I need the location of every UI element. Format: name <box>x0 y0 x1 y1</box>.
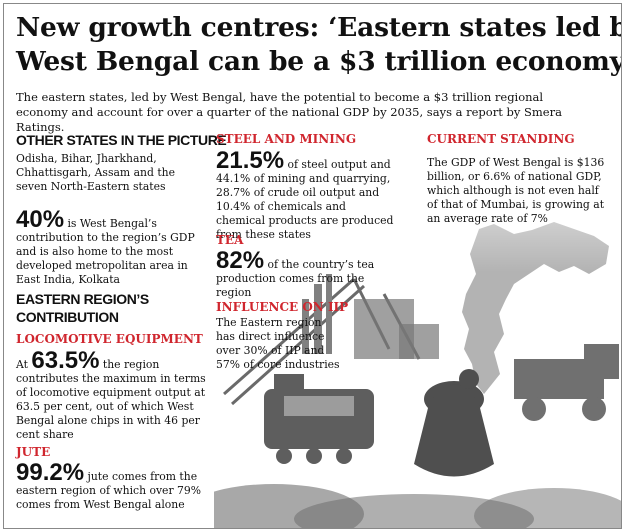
headline-line-1: New growth centres: ‘Eastern states led … <box>16 12 622 43</box>
locomotive-text: At 63.5% the region contributes the maxi… <box>16 347 206 442</box>
eastern-region-heading-line-1: EASTERN REGION’S <box>16 291 149 307</box>
other-states-text: Odisha, Bihar, Jharkhand, Chhattisgarh, … <box>16 152 176 193</box>
jute-body: jute comes from the eastern region of wh… <box>16 470 202 511</box>
current-standing-text: The GDP of West Bengal is $136 billion, … <box>427 156 605 225</box>
infographic-panel: New growth centres: ‘Eastern states led … <box>3 3 622 529</box>
jute-heading: JUTE <box>16 445 51 459</box>
stat-63-5-percent: 63.5% <box>31 347 100 374</box>
deck-text: The eastern states, led by West Bengal, … <box>16 90 562 134</box>
iip-text: The Eastern region has direct influence … <box>216 316 340 371</box>
west-bengal-gdp-share: 40% is West Bengal’s contribution to the… <box>16 206 206 287</box>
other-states-heading: OTHER STATES IN THE PICTURE <box>16 132 227 148</box>
tea-heading: TEA <box>216 233 244 247</box>
steel-mining-body: of steel output and 44.1% of mining and … <box>216 158 394 241</box>
stat-99-2-percent: 99.2% <box>16 459 85 486</box>
tea-text: 82% of the country’s tea production come… <box>216 247 401 300</box>
stat-82-percent: 82% <box>216 247 265 274</box>
locomotive-heading: LOCOMOTIVE EQUIPMENT <box>16 332 203 346</box>
jute-text: 99.2% jute comes from the eastern region… <box>16 459 216 512</box>
iip-heading: INFLUENCE ON IIP <box>216 300 349 314</box>
tea-body: of the country’s tea production comes fr… <box>216 258 375 299</box>
industrial-collage-illustration <box>214 134 621 528</box>
eastern-region-heading-line-2: CONTRIBUTION <box>16 309 119 325</box>
current-standing-heading: CURRENT STANDING <box>427 132 575 146</box>
steel-mining-heading: STEEL AND MINING <box>216 132 357 146</box>
headline-line-2: West Bengal can be a $3 trillion economy… <box>16 46 622 77</box>
stat-21-5-percent: 21.5% <box>216 147 285 174</box>
steel-mining-text: 21.5% of steel output and 44.1% of minin… <box>216 147 396 242</box>
stat-40-percent: 40% <box>16 206 65 233</box>
locomotive-body: the region contributes the maximum in te… <box>16 358 206 441</box>
locomotive-prefix: At <box>16 358 32 371</box>
stat-40-text: is West Bengal’s contribution to the reg… <box>16 217 195 286</box>
